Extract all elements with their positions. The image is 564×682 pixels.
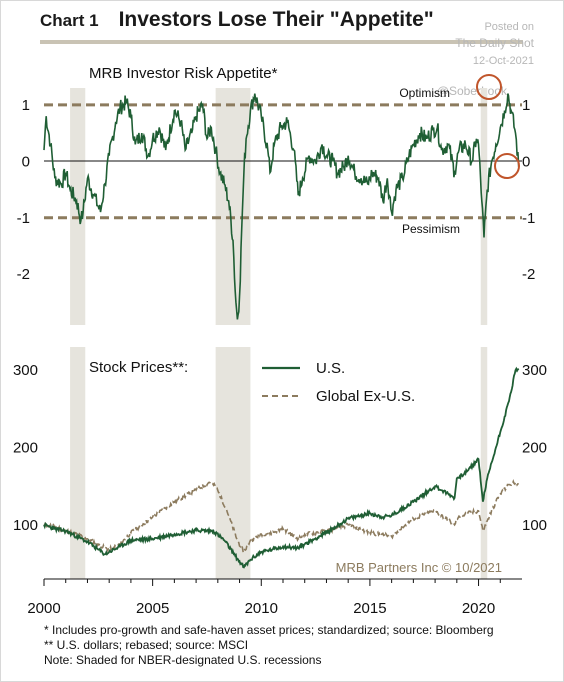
bottom-y-tick-right-1: 200: [522, 440, 547, 457]
bottom-y-ticks-left: 100 200 300: [13, 362, 38, 534]
peak-circle: [476, 74, 502, 100]
x-tick-label-3: 2015: [353, 600, 386, 617]
pessimism-label: Pessimism: [402, 222, 460, 236]
watermark-date: 12-Oct-2021: [472, 55, 534, 67]
risk-appetite-line: [43, 93, 520, 320]
bottom-panel-title: Stock Prices**:: [89, 359, 188, 376]
top-panel-title: MRB Investor Risk Appetite*: [89, 65, 278, 82]
top-y-tick-left-2: -1: [17, 210, 30, 227]
header-rule: [40, 40, 523, 44]
current-circle: [494, 153, 520, 179]
watermark-posted: Posted on: [484, 21, 534, 33]
chart-header: Chart 1 Investors Lose Their "Appetite": [40, 8, 434, 32]
bottom-y-tick-left-0: 100: [13, 517, 38, 534]
legend-us-label: U.S.: [316, 360, 345, 377]
top-y-tick-left-0: 1: [22, 97, 30, 114]
recession-band-bottom-0: [70, 347, 86, 579]
recession-band-top-1: [215, 88, 251, 325]
chart-area: MRB Investor Risk Appetite* Optimism Pes…: [13, 65, 547, 617]
recession-band-bottom-2: [480, 347, 488, 579]
credit-label: MRB Partners Inc © 10/2021: [336, 560, 502, 575]
legend: U.S. Global Ex-U.S.: [262, 360, 415, 405]
top-reference-lines: [44, 103, 522, 220]
top-y-tick-right-3: -2: [522, 266, 535, 283]
watermark-handle: @SoberLook: [436, 84, 507, 98]
bottom-recession-bands: [70, 347, 488, 579]
top-y-tick-right-2: -1: [522, 210, 535, 227]
chart-number: Chart 1: [40, 11, 99, 30]
footnotes: * Includes pro-growth and safe-haven ass…: [44, 623, 494, 668]
bottom-y-tick-right-0: 100: [522, 517, 547, 534]
optimism-label: Optimism: [399, 86, 450, 100]
chart-title: Investors Lose Their "Appetite": [118, 8, 434, 31]
global-ex-us-line: [43, 479, 519, 554]
top-y-tick-right-1: 0: [522, 153, 530, 170]
legend-global-label: Global Ex-U.S.: [316, 388, 415, 405]
x-tick-label-2: 2010: [245, 600, 278, 617]
top-y-tick-left-1: 0: [22, 153, 30, 170]
footnote-3: Note: Shaded for NBER-designated U.S. re…: [44, 653, 322, 667]
bottom-y-tick-left-1: 200: [13, 440, 38, 457]
bottom-y-tick-right-2: 300: [522, 362, 547, 379]
us-line: [43, 366, 520, 569]
top-y-tick-left-3: -2: [17, 266, 30, 283]
bottom-y-ticks-right: 100 200 300: [522, 362, 547, 534]
bottom-y-tick-left-2: 300: [13, 362, 38, 379]
top-y-tick-right-0: 1: [522, 97, 530, 114]
x-tick-label-1: 2005: [136, 600, 169, 617]
footnote-1: * Includes pro-growth and safe-haven ass…: [44, 623, 494, 637]
x-tick-label-4: 2020: [462, 600, 495, 617]
x-axis-ticks: 2000 2005 2010 2015 2020: [27, 579, 501, 617]
watermark-source: The Daily Shot: [455, 36, 534, 50]
recession-band-top-2: [480, 88, 488, 325]
top-y-ticks-left: 1 0 -1 -2: [17, 97, 30, 283]
footnote-2: ** U.S. dollars; rebased; source: MSCI: [44, 638, 249, 652]
recession-band-bottom-1: [215, 347, 251, 579]
top-recession-bands: [70, 88, 488, 325]
x-tick-label-0: 2000: [27, 600, 60, 617]
top-y-ticks-right: 1 0 -1 -2: [522, 97, 535, 283]
